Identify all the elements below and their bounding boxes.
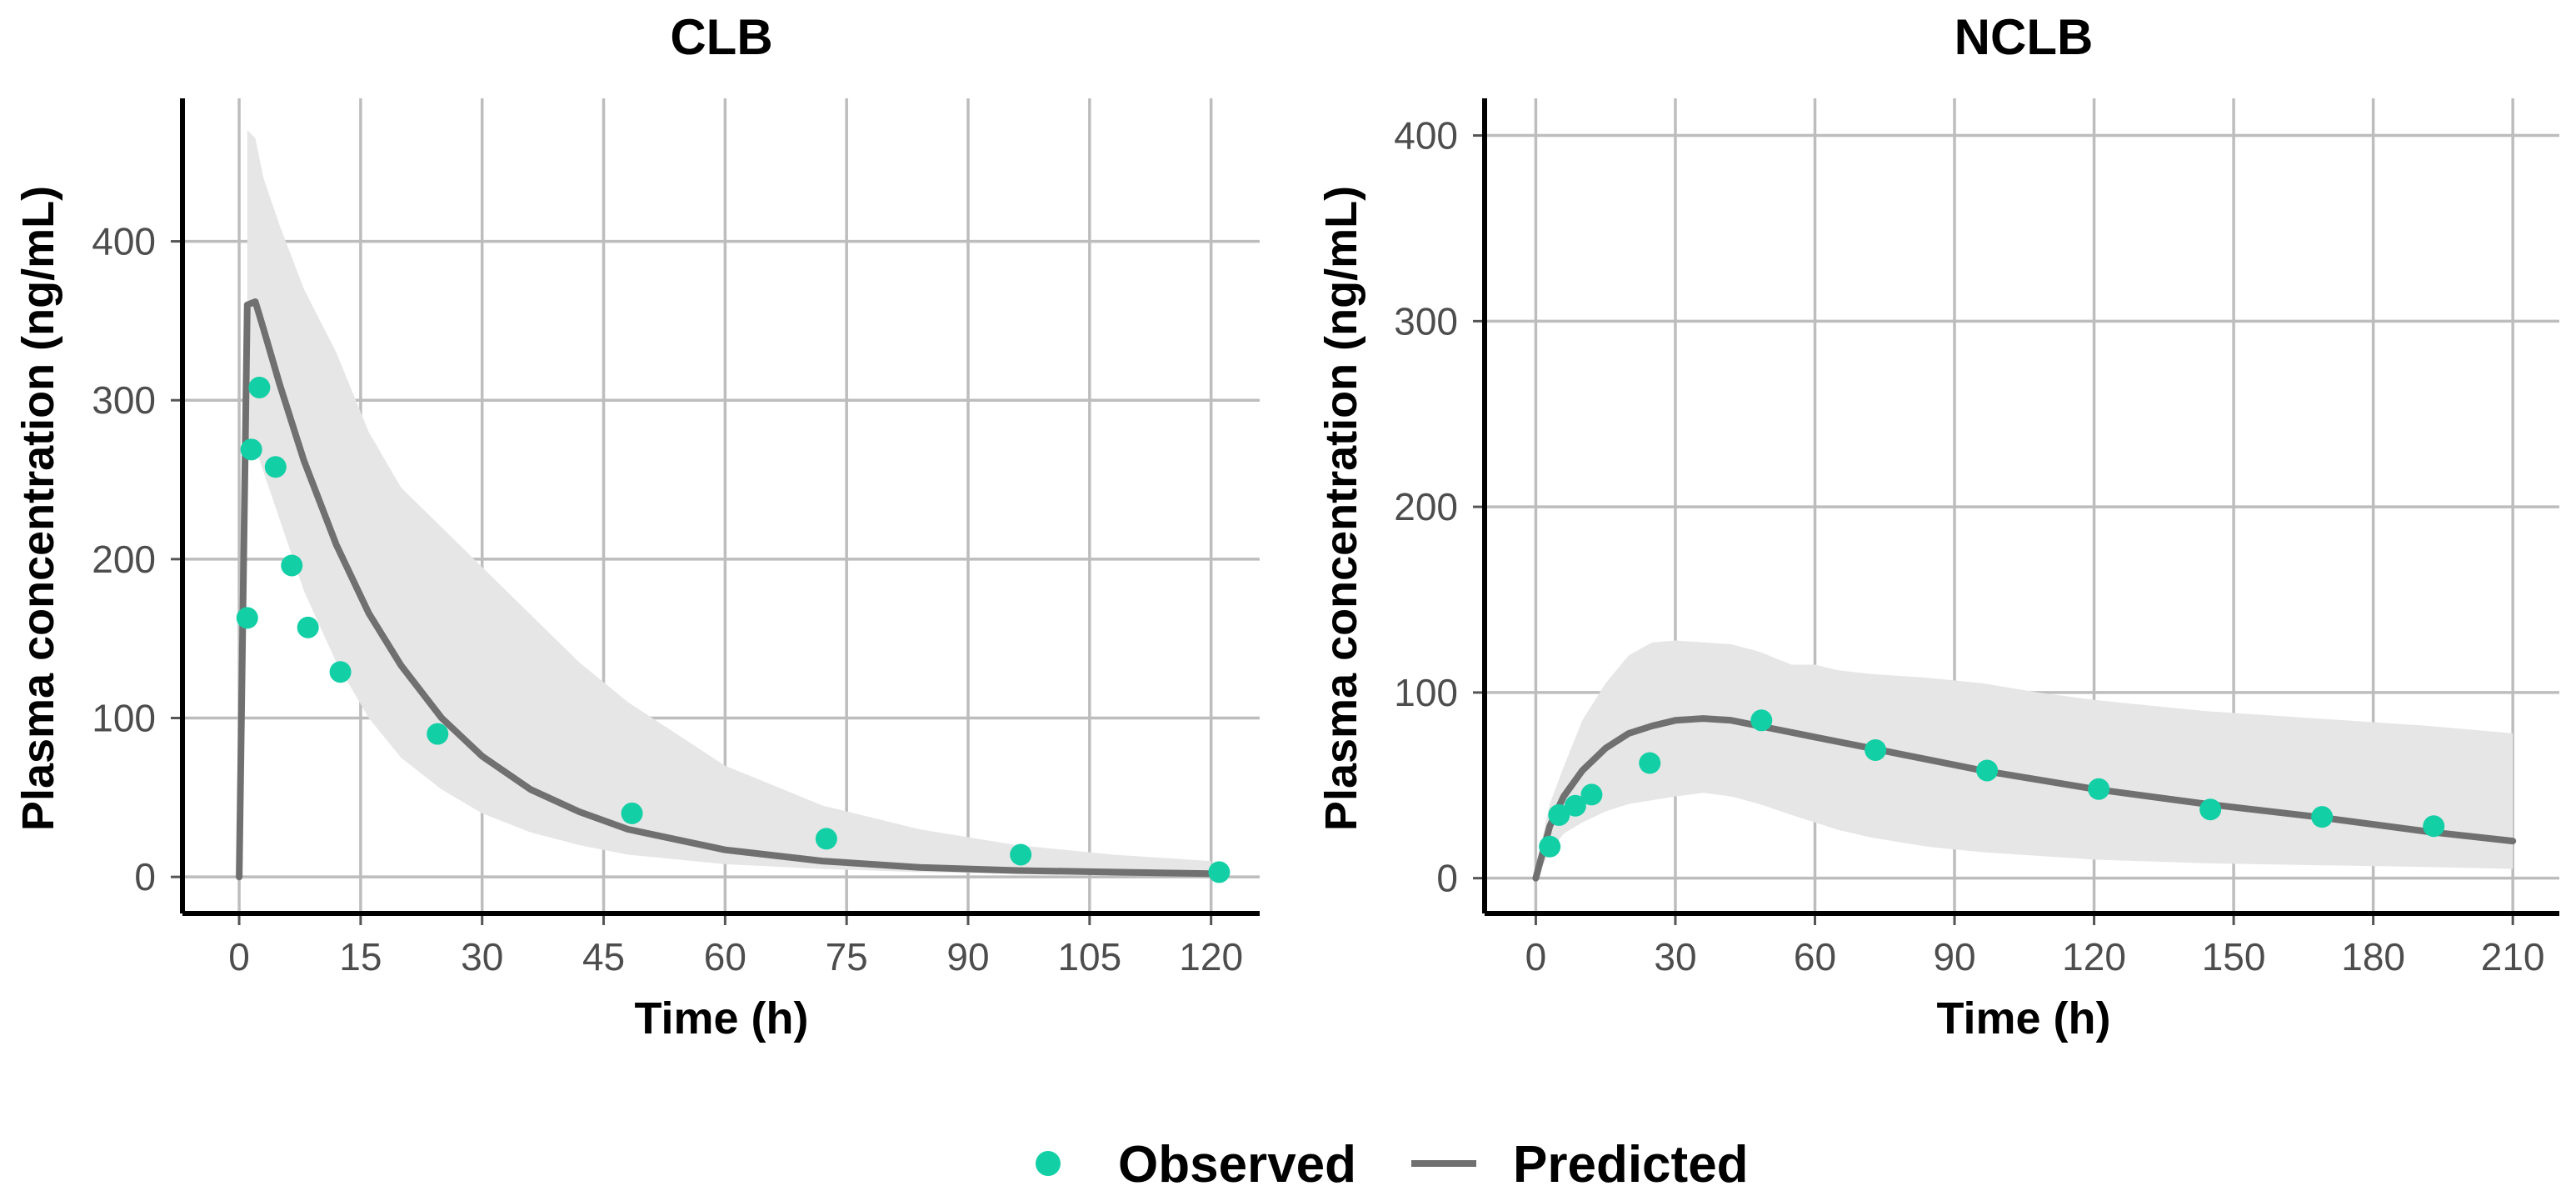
observed-point — [236, 607, 258, 629]
predicted-line — [236, 298, 1215, 881]
x-tick-label: 45 — [582, 935, 625, 978]
observed-point — [240, 438, 262, 461]
panel-title-nclb: NCLB — [1954, 9, 2094, 65]
y-axis-title: Plasma concentration (ng/mL) — [13, 186, 63, 831]
legend-predicted-label: Predicted — [1513, 1136, 1749, 1193]
panel-nclb: NCLB 0 30 60 90 120 150 180 210 0 100 200 300 400 T… — [1316, 9, 2559, 1043]
observed-point — [1976, 759, 1999, 782]
y-axis-title: Plasma concentration (ng/mL) — [1316, 186, 1366, 831]
y-tick-label: 100 — [1394, 671, 1458, 714]
axes — [171, 98, 1260, 925]
x-tick-label: 15 — [339, 935, 382, 978]
observed-point — [281, 554, 303, 577]
y-tick-label: 0 — [134, 855, 156, 898]
observed-point — [1639, 752, 1661, 774]
x-tick-label: 60 — [704, 935, 746, 978]
y-tick-label: 300 — [1394, 299, 1458, 343]
observed-point — [1564, 794, 1586, 817]
panel-title-clb: CLB — [670, 9, 772, 65]
panel-clb: CLB 0 15 30 45 60 75 90 105 120 0 100 200 300 400 Ti… — [13, 9, 1260, 1043]
observed-points — [1539, 709, 2445, 858]
observed-point — [1865, 738, 1887, 761]
observed-points — [236, 376, 1231, 883]
x-tick-label: 180 — [2341, 935, 2405, 978]
x-tick-label: 90 — [1933, 935, 1975, 978]
y-tick-label: 200 — [92, 538, 156, 581]
observed-point — [1539, 835, 1561, 858]
observed-point — [2423, 815, 2445, 838]
x-tick-label: 0 — [1525, 935, 1547, 978]
x-tick-label: 90 — [946, 935, 989, 978]
observed-point — [1208, 861, 1231, 883]
observed-point — [2199, 798, 2222, 821]
y-tick-labels: 0 100 200 300 400 — [92, 220, 156, 899]
legend: Observed Predicted — [1036, 1136, 1749, 1193]
y-tick-label: 100 — [92, 697, 156, 740]
observed-point — [264, 456, 287, 478]
x-tick-label: 30 — [1654, 935, 1696, 978]
x-tick-label: 210 — [2481, 935, 2545, 978]
x-axis-title: Time (h) — [1936, 993, 2110, 1043]
observed-point — [329, 661, 352, 683]
x-axis-title: Time (h) — [634, 993, 808, 1043]
observed-point — [297, 616, 319, 638]
observed-point — [248, 376, 271, 398]
observed-point — [2311, 806, 2334, 828]
x-tick-labels: 0 15 30 45 60 75 90 105 120 — [228, 935, 1243, 978]
x-tick-label: 0 — [228, 935, 250, 978]
legend-observed-marker — [1036, 1151, 1061, 1176]
x-tick-label: 75 — [826, 935, 868, 978]
legend-observed-label: Observed — [1118, 1136, 1356, 1193]
axes — [1473, 98, 2559, 925]
x-tick-label: 30 — [461, 935, 503, 978]
observed-point — [1548, 803, 1570, 826]
observed-point — [815, 828, 837, 850]
observed-point — [427, 723, 449, 745]
y-tick-label: 300 — [92, 378, 156, 422]
y-tick-labels: 0 100 200 300 400 — [1394, 114, 1458, 900]
y-tick-label: 0 — [1436, 857, 1458, 900]
observed-point — [1750, 709, 1773, 732]
y-tick-label: 400 — [92, 220, 156, 263]
x-tick-label: 120 — [2062, 935, 2126, 978]
observed-point — [1580, 783, 1603, 806]
observed-point — [1010, 843, 1032, 866]
x-tick-labels: 0 30 60 90 120 150 180 210 — [1525, 935, 2545, 978]
y-tick-label: 400 — [1394, 114, 1458, 158]
prediction-interval-band — [1535, 640, 2514, 878]
prediction-interval-band — [247, 130, 1211, 876]
observed-point — [2088, 778, 2110, 800]
observed-point — [621, 802, 643, 824]
x-tick-label: 60 — [1794, 935, 1836, 978]
x-tick-label: 150 — [2202, 935, 2266, 978]
y-tick-label: 200 — [1394, 485, 1458, 528]
x-tick-label: 120 — [1179, 935, 1243, 978]
x-tick-label: 105 — [1057, 935, 1121, 978]
